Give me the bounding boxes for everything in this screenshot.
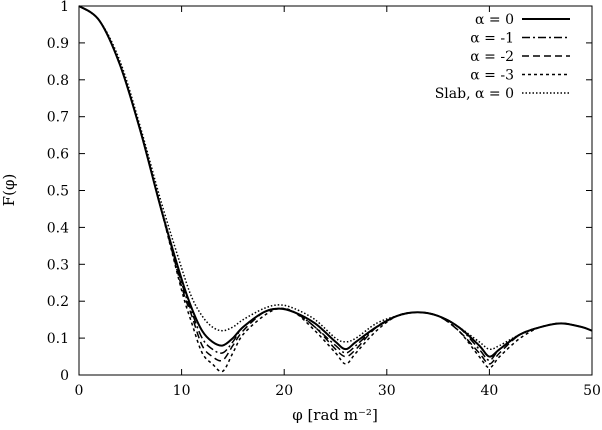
y-tick-label: 0.7 <box>47 110 69 126</box>
series-line-5 <box>78 5 593 351</box>
y-axis-label: F(φ) <box>0 174 18 207</box>
y-tick-label: 0.1 <box>47 331 69 347</box>
y-tick-label: 0.9 <box>47 36 69 52</box>
y-tick-label: 0.5 <box>47 184 69 200</box>
legend-label: α = -3 <box>470 68 514 84</box>
y-tick-label: 0.4 <box>47 220 69 236</box>
x-tick-label: 20 <box>275 383 293 399</box>
x-tick-label: 30 <box>378 383 396 399</box>
legend: α = 0 α = -1 α = -2 α = -3 Slab, α = 0 <box>435 12 570 102</box>
x-tick-label: 10 <box>173 383 191 399</box>
series-line-1 <box>78 5 593 358</box>
legend-label: α = -2 <box>470 49 514 65</box>
x-tick-label: 0 <box>75 383 84 399</box>
legend-label: α = -1 <box>470 31 514 47</box>
x-tick-label: 50 <box>583 383 601 399</box>
y-tick-label: 0.2 <box>47 294 69 310</box>
y-tick-label: 0.3 <box>47 257 69 273</box>
series-line-4 <box>78 5 593 373</box>
y-tick-label: 0.8 <box>47 73 69 89</box>
series-line-2 <box>78 5 593 361</box>
y-tick-label: 0.6 <box>47 147 69 163</box>
x-axis-label: φ [rad m⁻²] <box>292 406 378 424</box>
y-tick-label: 1 <box>60 0 69 15</box>
x-tick-label: 40 <box>480 383 498 399</box>
series-line-3 <box>78 5 593 365</box>
y-tick-label: 0 <box>60 368 69 384</box>
axis-ticks: 0 10 20 30 40 50 0 0.1 0.2 0.3 0.4 0.5 0.6 0.7 0.8 0.9 1 <box>47 0 601 399</box>
legend-label: α = 0 <box>475 12 514 28</box>
legend-label: Slab, α = 0 <box>435 86 514 102</box>
series-layer <box>78 5 593 373</box>
